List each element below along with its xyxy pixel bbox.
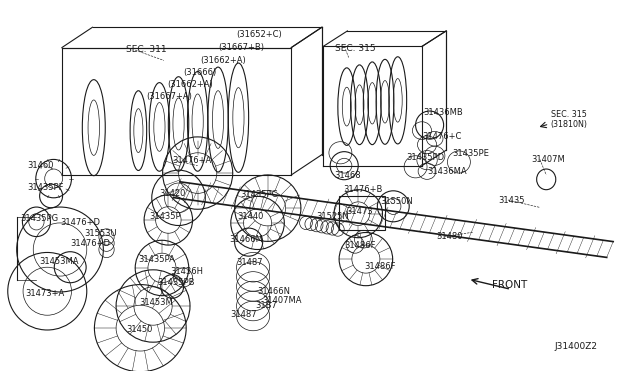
Text: 31453MA: 31453MA xyxy=(40,257,79,266)
Text: 31486F: 31486F xyxy=(365,262,396,271)
Text: SEC. 311: SEC. 311 xyxy=(125,45,166,54)
Text: 31468: 31468 xyxy=(334,171,361,180)
Text: 31435PB: 31435PB xyxy=(157,278,195,287)
Text: 31435: 31435 xyxy=(499,196,525,205)
Text: 31436MA: 31436MA xyxy=(427,167,467,176)
Text: 31550N: 31550N xyxy=(380,197,413,206)
Text: 31435PG: 31435PG xyxy=(20,214,59,222)
Text: 31486F: 31486F xyxy=(344,241,376,250)
Text: 31435PA: 31435PA xyxy=(138,255,175,264)
Text: 31476+C: 31476+C xyxy=(422,132,461,141)
Text: 31435PF: 31435PF xyxy=(27,183,63,192)
Text: 31466N: 31466N xyxy=(257,287,291,296)
Text: 31487: 31487 xyxy=(236,258,262,267)
Text: 31450: 31450 xyxy=(126,325,153,334)
Text: (31662+A): (31662+A) xyxy=(200,56,246,65)
Bar xyxy=(339,196,385,230)
Text: 31436H: 31436H xyxy=(170,267,204,276)
Text: FRONT: FRONT xyxy=(492,280,527,290)
Text: 31476+D: 31476+D xyxy=(60,218,100,227)
Text: 31453M: 31453M xyxy=(139,298,173,307)
Text: J31400Z2: J31400Z2 xyxy=(554,342,598,351)
Text: (31652+C): (31652+C) xyxy=(236,30,282,39)
Text: 31476+B: 31476+B xyxy=(343,185,382,194)
Text: SEC. 315
(31810N): SEC. 315 (31810N) xyxy=(550,110,588,129)
Text: 31553U: 31553U xyxy=(84,229,117,238)
Text: 31435PE: 31435PE xyxy=(452,149,490,158)
Text: 31460: 31460 xyxy=(27,161,53,170)
Text: 31466M: 31466M xyxy=(230,235,264,244)
Text: 31435P: 31435P xyxy=(149,212,181,221)
Text: 31487: 31487 xyxy=(231,310,257,319)
Text: 31525N: 31525N xyxy=(316,212,349,221)
Text: (31667+A): (31667+A) xyxy=(147,92,193,101)
Text: 31436MB: 31436MB xyxy=(423,108,463,118)
Text: 31480: 31480 xyxy=(436,232,463,241)
Text: 31B7: 31B7 xyxy=(255,301,277,311)
Text: 31420: 31420 xyxy=(159,189,186,198)
Text: 31407M: 31407M xyxy=(532,155,565,164)
Text: 31476+D: 31476+D xyxy=(70,239,110,248)
Text: (31666): (31666) xyxy=(183,68,216,77)
Text: (31667+B): (31667+B) xyxy=(218,43,264,52)
Text: 31476+A: 31476+A xyxy=(172,155,211,165)
Text: SEC. 315: SEC. 315 xyxy=(335,44,376,53)
Text: 31435PD: 31435PD xyxy=(406,153,444,162)
Text: 31473+A: 31473+A xyxy=(26,289,65,298)
Text: 31473: 31473 xyxy=(347,206,373,216)
Text: 31435PC: 31435PC xyxy=(241,190,278,199)
Text: 31440: 31440 xyxy=(237,212,264,221)
Text: 31407MA: 31407MA xyxy=(262,296,302,305)
Text: (31662+A): (31662+A) xyxy=(167,80,213,89)
